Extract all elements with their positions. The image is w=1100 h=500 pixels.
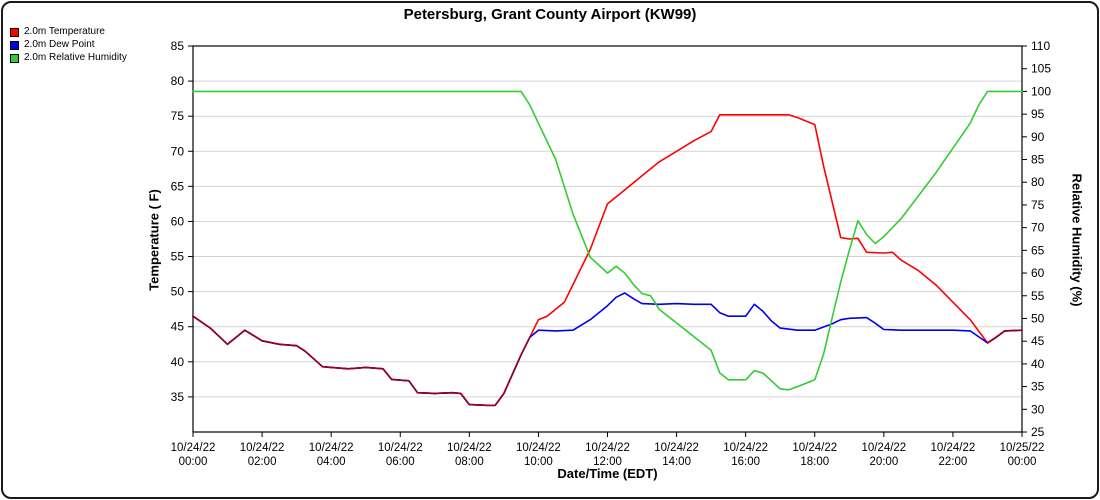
svg-text:10/24/22: 10/24/22 [723, 442, 768, 454]
svg-text:22:00: 22:00 [939, 456, 968, 468]
legend: 2.0m Temperature 2.0m Dew Point 2.0m Rel… [10, 27, 127, 66]
svg-text:100: 100 [1031, 84, 1051, 98]
svg-text:40: 40 [1031, 357, 1045, 371]
relative-humidity-swatch-icon [10, 53, 19, 63]
svg-text:75: 75 [1031, 198, 1045, 212]
y-axis-title-relative-humidity: Relative Humidity (%) [1069, 173, 1085, 307]
svg-text:25: 25 [1031, 425, 1045, 439]
dew-point-swatch-icon [10, 40, 19, 50]
svg-text:10/24/22: 10/24/22 [931, 442, 976, 454]
svg-text:18:00: 18:00 [800, 456, 829, 468]
saturated-overlap-line-0 [192, 315, 531, 407]
y-axis-title-temperature: Temperature ( F) [146, 189, 162, 291]
svg-text:10/24/22: 10/24/22 [240, 442, 285, 454]
svg-text:10/24/22: 10/24/22 [654, 442, 699, 454]
svg-text:70: 70 [171, 144, 185, 158]
svg-text:10/24/22: 10/24/22 [309, 442, 354, 454]
svg-text:12:00: 12:00 [593, 456, 622, 468]
temperature-swatch-icon [10, 27, 19, 37]
svg-text:65: 65 [1031, 243, 1045, 257]
svg-text:02:00: 02:00 [248, 456, 277, 468]
svg-text:35: 35 [171, 390, 185, 404]
svg-text:20:00: 20:00 [869, 456, 898, 468]
svg-text:10/24/22: 10/24/22 [378, 442, 423, 454]
relative-humidity-line [192, 90, 1023, 391]
svg-text:10/24/22: 10/24/22 [861, 442, 906, 454]
svg-text:04:00: 04:00 [317, 456, 346, 468]
svg-text:10/24/22: 10/24/22 [516, 442, 561, 454]
svg-text:30: 30 [1031, 402, 1045, 416]
x-axis-title: Date/Time (EDT) [557, 466, 658, 481]
plot-border [192, 45, 1023, 433]
legend-item-temperature: 2.0m Temperature [10, 27, 127, 37]
svg-text:85: 85 [171, 39, 185, 53]
svg-text:55: 55 [171, 250, 185, 264]
svg-text:65: 65 [171, 179, 185, 193]
svg-text:16:00: 16:00 [731, 456, 760, 468]
svg-text:14:00: 14:00 [662, 456, 691, 468]
chart-title: Petersburg, Grant County Airport (KW99) [403, 6, 697, 23]
svg-text:95: 95 [1031, 107, 1045, 121]
svg-text:70: 70 [1031, 221, 1045, 235]
svg-text:50: 50 [1031, 311, 1045, 325]
svg-text:10/24/22: 10/24/22 [792, 442, 837, 454]
legend-label-dew-point: 2.0m Dew Point [24, 39, 95, 50]
svg-text:00:00: 00:00 [1008, 456, 1037, 468]
svg-text:60: 60 [171, 214, 185, 228]
svg-text:45: 45 [171, 320, 185, 334]
legend-item-dew-point: 2.0m Dew Point [10, 40, 127, 50]
svg-text:85: 85 [1031, 153, 1045, 167]
svg-text:110: 110 [1031, 39, 1050, 53]
svg-text:45: 45 [1031, 334, 1045, 348]
saturated-overlap-line-1 [986, 329, 1023, 344]
svg-text:10:00: 10:00 [524, 456, 553, 468]
svg-text:40: 40 [171, 355, 185, 369]
grid-lines [193, 45, 1022, 398]
svg-text:55: 55 [1031, 289, 1045, 303]
legend-label-relative-humidity: 2.0m Relative Humidity [24, 52, 127, 63]
svg-text:75: 75 [171, 109, 185, 123]
svg-text:105: 105 [1031, 62, 1051, 76]
legend-item-relative-humidity: 2.0m Relative Humidity [10, 53, 127, 63]
svg-text:80: 80 [1031, 175, 1045, 189]
svg-text:50: 50 [171, 285, 185, 299]
legend-label-temperature: 2.0m Temperature [24, 26, 105, 37]
svg-text:90: 90 [1031, 130, 1045, 144]
left-axis-ticks: 85 80 75 70 65 60 55 50 45 40 35 [171, 39, 193, 404]
svg-text:35: 35 [1031, 380, 1045, 394]
x-axis-ticks: 10/24/22 00:00 10/24/22 02:00 10/24/22 04:00 1… [171, 432, 1045, 468]
svg-text:00:00: 00:00 [179, 456, 208, 468]
right-axis-ticks: 110 105 100 95 90 85 80 75 70 65 60 55 50 45 40 35 30 25 [1022, 39, 1051, 439]
svg-text:10/24/22: 10/24/22 [171, 442, 216, 454]
svg-text:80: 80 [171, 74, 185, 88]
svg-text:10/25/22: 10/25/22 [1000, 442, 1045, 454]
svg-text:08:00: 08:00 [455, 456, 484, 468]
svg-text:10/24/22: 10/24/22 [585, 442, 630, 454]
svg-text:06:00: 06:00 [386, 456, 415, 468]
svg-text:10/24/22: 10/24/22 [447, 442, 492, 454]
svg-text:60: 60 [1031, 266, 1045, 280]
dew-point-line [192, 292, 1023, 407]
